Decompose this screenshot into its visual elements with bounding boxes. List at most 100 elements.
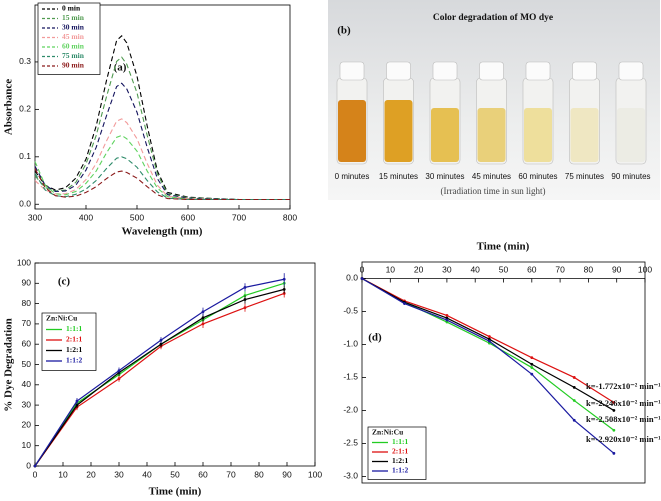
vial-label: 15 minutes [379,172,418,181]
vial-label: 30 minutes [425,172,464,181]
legend-label: 1:1:2 [66,356,82,365]
x-tick-label: 500 [130,212,144,222]
vial-liquid [617,108,645,162]
y-tick-label: 60 [22,338,32,348]
x-tick-label: 800 [283,212,297,222]
series-line [34,282,285,467]
legend-label: 1:2:1 [66,345,82,354]
legend-label: 45 min [62,32,85,41]
data-point [117,369,121,372]
vial-label: 0 minutes [335,172,370,181]
legend-label: 1:1:1 [392,437,408,446]
vial-cap [618,61,644,81]
vial-label: 90 minutes [611,172,650,181]
data-point [612,401,616,404]
photo-caption: (Irradiation time in sun light) [441,186,546,196]
data-point [530,372,534,376]
photo-title: Color degradation of MO dye [433,13,553,23]
vial-label: 45 minutes [472,172,511,181]
y-tick-label: -2.5 [343,438,358,448]
x-tick-label: 60 [527,265,537,275]
x-tick-label: 90 [612,265,622,275]
data-point [201,322,205,326]
x-tick-label: 90 [282,469,292,479]
x-tick-label: 60 [198,469,208,479]
series-line [34,156,290,201]
y-tick-label: 0.3 [19,56,31,66]
data-point [487,337,491,341]
x-tick-label: 0 [33,469,38,479]
data-point [282,287,286,291]
legend-label: 60 min [62,42,85,51]
x-tick-label: 10 [58,469,68,479]
data-point [572,385,576,389]
y-tick-label: 70 [22,318,32,328]
y-axis-title: % Dye Degradation [3,318,15,412]
vial-liquid [570,108,599,162]
y-tick-label: 40 [22,379,32,389]
y-axis-title: Absorbance [3,79,15,135]
x-tick-label: 80 [254,469,264,479]
panel-label: (a) [114,62,127,74]
x-tick-label: 80 [584,265,594,275]
photo-label: (b) [337,25,351,37]
vial-label: 75 minutes [565,172,604,181]
data-point [243,306,247,310]
data-point [530,362,534,366]
data-point [445,320,449,324]
legend-label: 90 min [62,61,85,70]
x-tick-label: 400 [79,212,93,222]
y-tick-label: -2.0 [343,405,358,415]
y-tick-label: -0.5 [343,306,358,316]
rate-constant: k=-1.772x10⁻² min⁻¹ [586,381,661,391]
legend-label: 75 min [62,51,85,60]
x-tick-label: 30 [114,469,124,479]
plot-frame [34,4,291,210]
x-axis-title: Time (min) [149,486,202,498]
rate-constant: k=-2.508x10⁻² min⁻¹ [586,414,661,424]
vial-liquid [431,108,459,162]
y-tick-label: 50 [22,359,32,369]
x-tick-label: 40 [142,469,152,479]
legend-label: 2:1:1 [392,447,408,456]
data-point [75,403,79,407]
vial-liquid [524,108,552,162]
legend-label: 1:1:2 [392,466,408,475]
data-point [487,335,491,338]
data-point [612,409,616,412]
panel-label: (c) [58,276,71,288]
x-tick-label: 10 [386,265,396,275]
data-point [530,366,534,369]
vial-cap [572,61,597,81]
y-tick-label: -1.5 [343,372,358,382]
x-tick-label: 40 [470,265,480,275]
data-point [201,316,205,320]
x-tick-label: 70 [226,469,236,479]
data-point [572,376,576,379]
y-tick-label: 0.1 [19,151,31,161]
data-point [445,316,449,320]
y-tick-label: 0.0 [19,199,31,209]
vial-cap [386,61,411,81]
x-tick-label: 100 [308,469,322,479]
x-tick-label: 20 [414,265,424,275]
vial-cap [479,61,504,81]
x-tick-label: 300 [28,212,42,222]
data-point [612,428,616,432]
y-tick-label: 80 [22,298,32,308]
vial-liquid [477,108,506,162]
data-point [487,339,491,343]
data-point [33,464,37,468]
data-point [445,318,449,322]
x-tick-label: 700 [232,212,246,222]
data-point [159,342,163,346]
data-point [282,277,286,281]
y-tick-label: 100 [17,257,31,267]
legend-label: 2:1:1 [66,335,82,344]
plot-frame [361,261,646,484]
x-tick-label: 600 [181,212,195,222]
legend-label: 15 min [62,13,85,22]
x-tick-label: 70 [555,265,565,275]
y-tick-label: -1.0 [343,339,358,349]
x-tick-label: 50 [499,265,509,275]
